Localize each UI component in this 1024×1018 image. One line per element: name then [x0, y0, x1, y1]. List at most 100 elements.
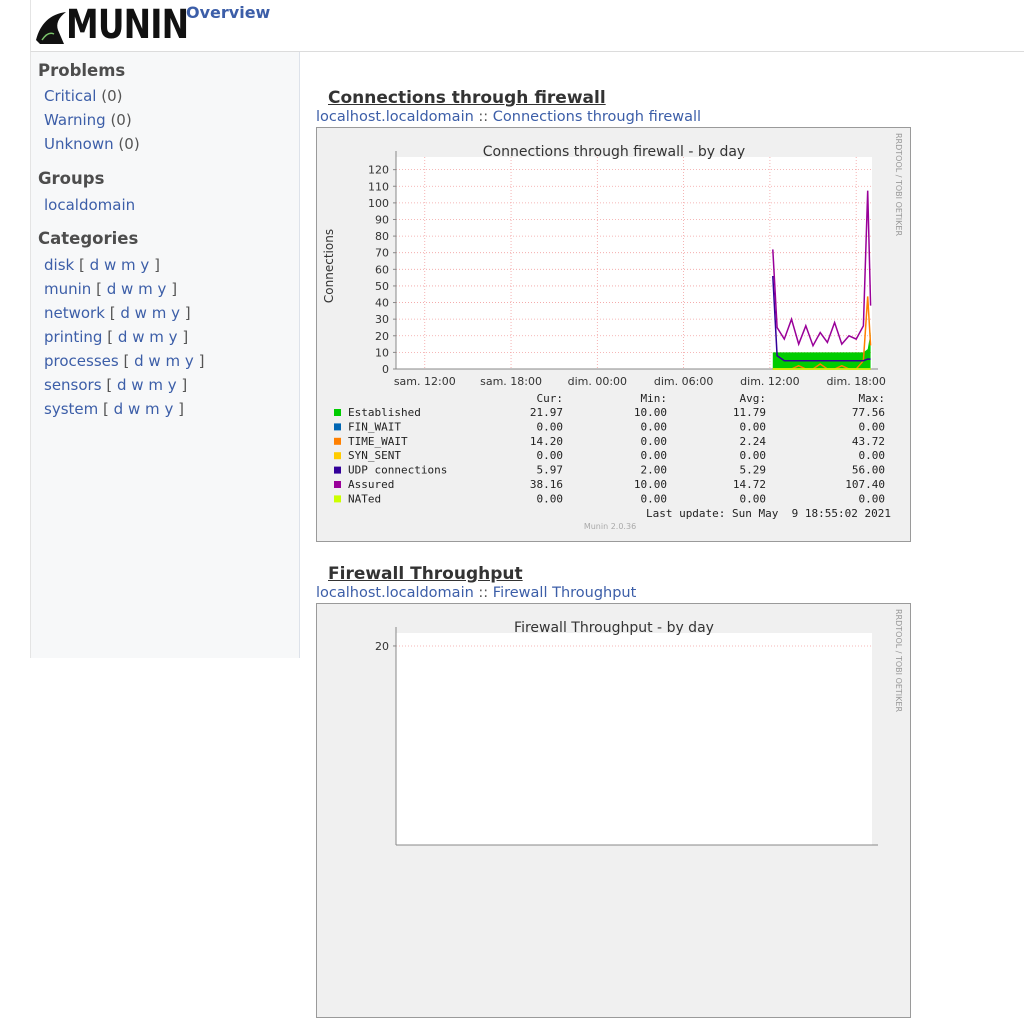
graph-heading[interactable]: Connections through firewall	[328, 88, 606, 108]
period-link[interactable]: d	[117, 328, 128, 346]
category-link[interactable]: sensors	[44, 376, 102, 394]
legend-stat: 0.00	[859, 420, 886, 433]
group-link[interactable]: localdomain	[44, 196, 136, 214]
period-link[interactable]: y	[157, 280, 167, 298]
legend-swatch	[334, 437, 341, 445]
sidebar-item: Warning (0)	[44, 111, 132, 129]
period-link[interactable]: m	[121, 256, 136, 274]
y-tick-label: 0	[382, 363, 389, 376]
period-link[interactable]: w	[131, 376, 144, 394]
legend-stat: 0.00	[740, 420, 767, 433]
graph-image: Connections through firewall - by day RRD…	[316, 127, 911, 542]
breadcrumb-graph[interactable]: Firewall Throughput	[492, 585, 637, 601]
plot-area	[396, 157, 872, 369]
legend-swatch	[334, 495, 341, 503]
period-link[interactable]: d	[116, 376, 127, 394]
legend-stat: 11.79	[733, 406, 766, 419]
line	[772, 190, 872, 348]
period-link[interactable]: y	[164, 400, 174, 418]
section-title: Groups	[38, 169, 105, 188]
period-link[interactable]: y	[140, 256, 150, 274]
problem-link[interactable]: Critical	[44, 87, 97, 105]
breadcrumb-graph[interactable]: Connections through firewall	[492, 109, 702, 125]
category-link[interactable]: disk	[44, 256, 75, 274]
period-link[interactable]: y	[168, 328, 178, 346]
legend-swatch	[334, 423, 341, 431]
breadcrumb: localhost.localdomain :: Connections thr…	[316, 109, 701, 125]
breadcrumb-host[interactable]: localhost.localdomain	[316, 585, 474, 601]
period-link[interactable]: w	[132, 328, 145, 346]
nav-overview[interactable]: Overview	[186, 3, 271, 22]
category-link[interactable]: munin	[44, 280, 92, 298]
bracket: [	[103, 400, 109, 418]
period-link[interactable]: m	[145, 400, 160, 418]
breadcrumb-separator: ::	[478, 585, 489, 601]
last-update: Last update: Sun May 9 18:55:02 2021	[646, 507, 891, 520]
y-tick-label: 50	[375, 280, 389, 293]
watermark: RRDTOOL / TOBI OETIKER	[894, 133, 903, 236]
y-tick-label: 20	[375, 330, 389, 343]
y-tick-label: 70	[375, 247, 389, 260]
legend-label: FIN_WAIT	[348, 420, 401, 433]
y-tick-label: 110	[368, 180, 389, 193]
category-link[interactable]: system	[44, 400, 99, 418]
period-link[interactable]: y	[167, 376, 177, 394]
sidebar-item: localdomain	[44, 196, 135, 214]
legend-label: NATed	[348, 492, 381, 505]
y-tick-label: 10	[375, 346, 389, 359]
legend-stat: 14.72	[733, 478, 766, 491]
legend-label: Established	[348, 406, 421, 419]
x-tick-label: sam. 12:00	[394, 375, 456, 388]
problem-link[interactable]: Warning	[44, 111, 106, 129]
period-link[interactable]: d	[89, 256, 100, 274]
period-link[interactable]: m	[151, 304, 167, 322]
legend-swatch	[334, 466, 341, 474]
period-link[interactable]: d	[120, 304, 130, 322]
period-link[interactable]: d	[134, 352, 144, 370]
period-link[interactable]: m	[148, 376, 163, 394]
bracket: ]	[178, 400, 184, 418]
bracket: ]	[171, 280, 178, 298]
legend-label: UDP connections	[348, 464, 447, 477]
category-link[interactable]: network	[44, 304, 105, 322]
period-link[interactable]: m	[149, 328, 164, 346]
sidebar-item: sensors [ d w m y ]	[44, 376, 187, 394]
period-link[interactable]: w	[127, 400, 141, 418]
period-link[interactable]: w	[148, 352, 161, 370]
period-link[interactable]: d	[113, 400, 124, 418]
bracket: [	[123, 352, 130, 370]
sidebar-item: disk [ d w m y ]	[44, 256, 160, 274]
legend-column-header: Max:	[859, 392, 886, 405]
graph-heading[interactable]: Firewall Throughput	[328, 564, 523, 584]
breadcrumb-host[interactable]: localhost.localdomain	[316, 109, 474, 125]
period-link[interactable]: m	[165, 352, 181, 370]
period-link[interactable]: y	[184, 352, 194, 370]
legend-stat: 0.00	[740, 449, 767, 462]
plot-area	[396, 633, 872, 845]
sidebar-item: printing [ d w m y ]	[44, 328, 188, 346]
legend-stat: 0.00	[537, 492, 564, 505]
period-link[interactable]: w	[103, 256, 117, 274]
period-link[interactable]: w	[134, 304, 147, 322]
period-link[interactable]: d	[106, 280, 117, 298]
category-link[interactable]: printing	[44, 328, 103, 346]
period-link[interactable]: w	[121, 280, 134, 298]
category-link[interactable]: processes	[44, 352, 119, 370]
header	[30, 0, 1024, 52]
sidebar-item: Critical (0)	[44, 87, 123, 105]
problem-link[interactable]: Unknown	[44, 135, 114, 153]
logo[interactable]: MUNIN	[66, 2, 189, 48]
x-tick-label: dim. 06:00	[654, 375, 713, 388]
bracket: ]	[184, 304, 191, 322]
bracket: ]	[154, 256, 160, 274]
period-link[interactable]: m	[138, 280, 153, 298]
period-link[interactable]: y	[171, 304, 181, 322]
y-tick-label: 60	[375, 263, 389, 276]
legend-column-header: Avg:	[740, 392, 767, 405]
area	[772, 332, 871, 369]
breadcrumb: localhost.localdomain :: Firewall Throug…	[316, 585, 636, 601]
y-tick-label: 20	[375, 640, 389, 653]
legend-swatch	[334, 452, 341, 460]
section-title: Categories	[38, 229, 139, 248]
sidebar: Problems Critical (0) Warning (0) Unknown (…	[30, 52, 300, 658]
